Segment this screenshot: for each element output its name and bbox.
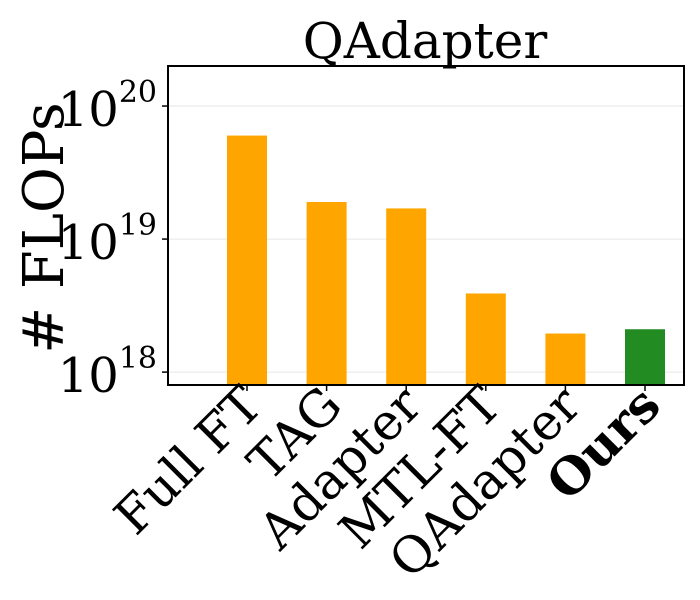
y-tick-exponent: 18 — [119, 341, 157, 376]
y-tick-label: 1018 — [58, 341, 157, 404]
y-tick-exponent: 19 — [119, 208, 157, 243]
bar-tag — [306, 201, 347, 385]
chart-title: QAdapter — [303, 12, 548, 70]
bar-qadapter — [545, 333, 586, 385]
bar-adapter — [386, 208, 427, 385]
bars — [227, 135, 665, 385]
bar-mtl-ft — [465, 293, 506, 385]
y-tick-exponent: 20 — [119, 75, 157, 110]
y-tick-labels: 1018 1019 1020 — [58, 75, 168, 404]
bar-ours — [625, 329, 665, 385]
bar-full-ft — [227, 135, 267, 385]
y-tick-label: 1019 — [58, 208, 157, 271]
y-tick-label: 1020 — [58, 75, 157, 138]
y-axis-label: # FLOPs — [12, 102, 77, 354]
plot-frame — [167, 65, 685, 386]
